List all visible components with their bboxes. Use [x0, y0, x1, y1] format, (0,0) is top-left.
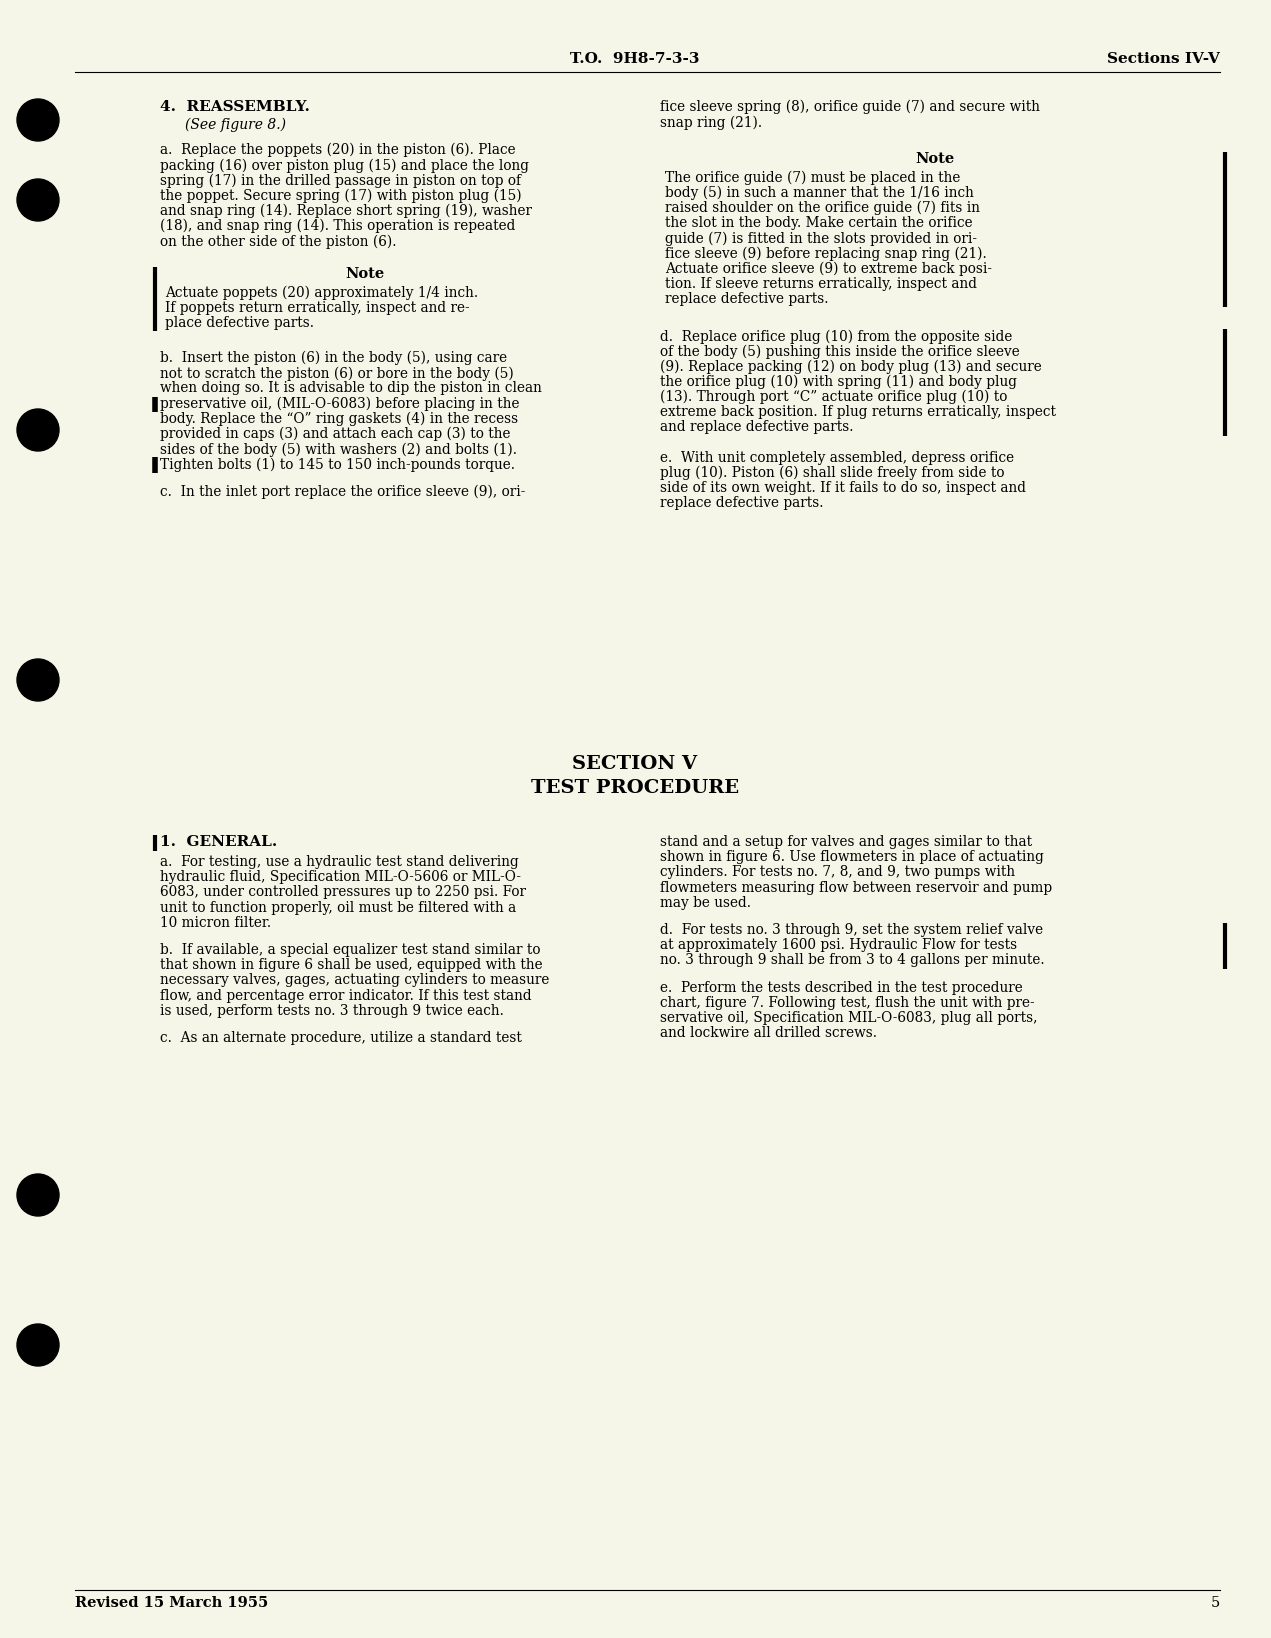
Text: Actuate poppets (20) approximately 1/4 inch.: Actuate poppets (20) approximately 1/4 i…	[165, 285, 478, 300]
Text: spring (17) in the drilled passage in piston on top of: spring (17) in the drilled passage in pi…	[160, 174, 521, 188]
Text: 6083, under controlled pressures up to 2250 psi. For: 6083, under controlled pressures up to 2…	[160, 886, 526, 899]
Text: (18), and snap ring (14). This operation is repeated: (18), and snap ring (14). This operation…	[160, 219, 515, 233]
Text: 5: 5	[1211, 1595, 1220, 1610]
Text: provided in caps (3) and attach each cap (3) to the: provided in caps (3) and attach each cap…	[160, 428, 511, 441]
Text: c.  As an alternate procedure, utilize a standard test: c. As an alternate procedure, utilize a …	[160, 1030, 522, 1045]
Text: Actuate orifice sleeve (9) to extreme back posi-: Actuate orifice sleeve (9) to extreme ba…	[665, 262, 991, 275]
Text: snap ring (21).: snap ring (21).	[660, 115, 763, 129]
Text: at approximately 1600 psi. Hydraulic Flow for tests: at approximately 1600 psi. Hydraulic Flo…	[660, 939, 1017, 952]
Text: cylinders. For tests no. 7, 8, and 9, two pumps with: cylinders. For tests no. 7, 8, and 9, tw…	[660, 865, 1016, 880]
Text: on the other side of the piston (6).: on the other side of the piston (6).	[160, 234, 397, 249]
Text: T.O.  9H8-7-3-3: T.O. 9H8-7-3-3	[571, 52, 700, 66]
Text: SECTION V: SECTION V	[572, 755, 698, 773]
Text: d.  For tests no. 3 through 9, set the system relief valve: d. For tests no. 3 through 9, set the sy…	[660, 922, 1043, 937]
Text: Sections IV-V: Sections IV-V	[1107, 52, 1220, 66]
Text: the orifice plug (10) with spring (11) and body plug: the orifice plug (10) with spring (11) a…	[660, 375, 1017, 390]
Text: a.  For testing, use a hydraulic test stand delivering: a. For testing, use a hydraulic test sta…	[160, 855, 519, 870]
Text: and lockwire all drilled screws.: and lockwire all drilled screws.	[660, 1025, 877, 1040]
Text: fice sleeve spring (8), orifice guide (7) and secure with: fice sleeve spring (8), orifice guide (7…	[660, 100, 1040, 115]
Text: raised shoulder on the orifice guide (7) fits in: raised shoulder on the orifice guide (7)…	[665, 201, 980, 215]
Text: that shown in figure 6 shall be used, equipped with the: that shown in figure 6 shall be used, eq…	[160, 958, 543, 973]
Text: the slot in the body. Make certain the orifice: the slot in the body. Make certain the o…	[665, 216, 972, 229]
Text: The orifice guide (7) must be placed in the: The orifice guide (7) must be placed in …	[665, 170, 961, 185]
Text: c.  In the inlet port replace the orifice sleeve (9), ori-: c. In the inlet port replace the orifice…	[160, 485, 525, 500]
Text: may be used.: may be used.	[660, 896, 751, 909]
Text: and replace defective parts.: and replace defective parts.	[660, 421, 854, 434]
Text: Revised 15 March 1955: Revised 15 March 1955	[75, 1595, 268, 1610]
Text: is used, perform tests no. 3 through 9 twice each.: is used, perform tests no. 3 through 9 t…	[160, 1004, 503, 1017]
Text: 4.  REASSEMBLY.: 4. REASSEMBLY.	[160, 100, 310, 115]
Text: necessary valves, gages, actuating cylinders to measure: necessary valves, gages, actuating cylin…	[160, 973, 549, 988]
Text: of the body (5) pushing this inside the orifice sleeve: of the body (5) pushing this inside the …	[660, 344, 1019, 359]
Text: e.  With unit completely assembled, depress orifice: e. With unit completely assembled, depre…	[660, 450, 1014, 465]
Text: shown in figure 6. Use flowmeters in place of actuating: shown in figure 6. Use flowmeters in pla…	[660, 850, 1043, 865]
Text: guide (7) is fitted in the slots provided in ori-: guide (7) is fitted in the slots provide…	[665, 231, 977, 246]
Text: when doing so. It is advisable to dip the piston in clean: when doing so. It is advisable to dip th…	[160, 382, 541, 395]
Text: no. 3 through 9 shall be from 3 to 4 gallons per minute.: no. 3 through 9 shall be from 3 to 4 gal…	[660, 953, 1045, 968]
Text: body (5) in such a manner that the 1/16 inch: body (5) in such a manner that the 1/16 …	[665, 185, 974, 200]
Text: plug (10). Piston (6) shall slide freely from side to: plug (10). Piston (6) shall slide freely…	[660, 465, 1004, 480]
Text: and snap ring (14). Replace short spring (19), washer: and snap ring (14). Replace short spring…	[160, 203, 533, 218]
Text: extreme back position. If plug returns erratically, inspect: extreme back position. If plug returns e…	[660, 405, 1056, 419]
Text: 10 micron filter.: 10 micron filter.	[160, 916, 271, 930]
Text: d.  Replace orifice plug (10) from the opposite side: d. Replace orifice plug (10) from the op…	[660, 329, 1013, 344]
Text: chart, figure 7. Following test, flush the unit with pre-: chart, figure 7. Following test, flush t…	[660, 996, 1035, 1009]
Text: b.  If available, a special equalizer test stand similar to: b. If available, a special equalizer tes…	[160, 943, 540, 957]
Text: If poppets return erratically, inspect and re-: If poppets return erratically, inspect a…	[165, 301, 469, 314]
Text: packing (16) over piston plug (15) and place the long: packing (16) over piston plug (15) and p…	[160, 159, 529, 172]
Text: (13). Through port “C” actuate orifice plug (10) to: (13). Through port “C” actuate orifice p…	[660, 390, 1008, 405]
Circle shape	[17, 658, 58, 701]
Text: the poppet. Secure spring (17) with piston plug (15): the poppet. Secure spring (17) with pist…	[160, 188, 521, 203]
Text: stand and a setup for valves and gages similar to that: stand and a setup for valves and gages s…	[660, 835, 1032, 848]
Text: TEST PROCEDURE: TEST PROCEDURE	[531, 780, 738, 798]
Text: not to scratch the piston (6) or bore in the body (5): not to scratch the piston (6) or bore in…	[160, 367, 513, 380]
Circle shape	[17, 98, 58, 141]
Text: (See figure 8.): (See figure 8.)	[186, 118, 286, 133]
Text: replace defective parts.: replace defective parts.	[665, 292, 829, 306]
Text: unit to function properly, oil must be filtered with a: unit to function properly, oil must be f…	[160, 901, 516, 914]
Circle shape	[17, 179, 58, 221]
Circle shape	[17, 1324, 58, 1366]
Text: Note: Note	[346, 267, 385, 282]
Text: fice sleeve (9) before replacing snap ring (21).: fice sleeve (9) before replacing snap ri…	[665, 246, 986, 260]
Text: preservative oil, (MIL-O-6083) before placing in the: preservative oil, (MIL-O-6083) before pl…	[160, 396, 520, 411]
Text: 1.  GENERAL.: 1. GENERAL.	[160, 835, 277, 848]
Text: hydraulic fluid, Specification MIL-O-5606 or MIL-O-: hydraulic fluid, Specification MIL-O-560…	[160, 870, 521, 885]
Circle shape	[17, 410, 58, 450]
Text: servative oil, Specification MIL-O-6083, plug all ports,: servative oil, Specification MIL-O-6083,…	[660, 1011, 1037, 1025]
Text: replace defective parts.: replace defective parts.	[660, 496, 824, 509]
Text: b.  Insert the piston (6) in the body (5), using care: b. Insert the piston (6) in the body (5)…	[160, 351, 507, 365]
Text: flow, and percentage error indicator. If this test stand: flow, and percentage error indicator. If…	[160, 989, 531, 1002]
Text: Note: Note	[915, 152, 955, 167]
Text: tion. If sleeve returns erratically, inspect and: tion. If sleeve returns erratically, ins…	[665, 277, 977, 292]
Text: side of its own weight. If it fails to do so, inspect and: side of its own weight. If it fails to d…	[660, 482, 1026, 495]
Text: flowmeters measuring flow between reservoir and pump: flowmeters measuring flow between reserv…	[660, 881, 1052, 894]
Text: (9). Replace packing (12) on body plug (13) and secure: (9). Replace packing (12) on body plug (…	[660, 360, 1042, 373]
Text: body. Replace the “O” ring gaskets (4) in the recess: body. Replace the “O” ring gaskets (4) i…	[160, 411, 519, 426]
Text: sides of the body (5) with washers (2) and bolts (1).: sides of the body (5) with washers (2) a…	[160, 442, 517, 457]
Text: place defective parts.: place defective parts.	[165, 316, 314, 329]
Text: e.  Perform the tests described in the test procedure: e. Perform the tests described in the te…	[660, 981, 1023, 994]
Circle shape	[17, 1174, 58, 1215]
Text: Tighten bolts (1) to 145 to 150 inch-pounds torque.: Tighten bolts (1) to 145 to 150 inch-pou…	[160, 457, 515, 472]
Text: a.  Replace the poppets (20) in the piston (6). Place: a. Replace the poppets (20) in the pisto…	[160, 143, 516, 157]
